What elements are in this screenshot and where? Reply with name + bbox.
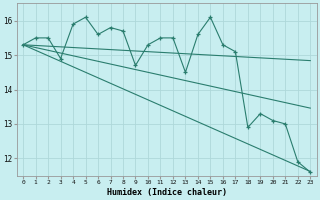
X-axis label: Humidex (Indice chaleur): Humidex (Indice chaleur) bbox=[107, 188, 227, 197]
